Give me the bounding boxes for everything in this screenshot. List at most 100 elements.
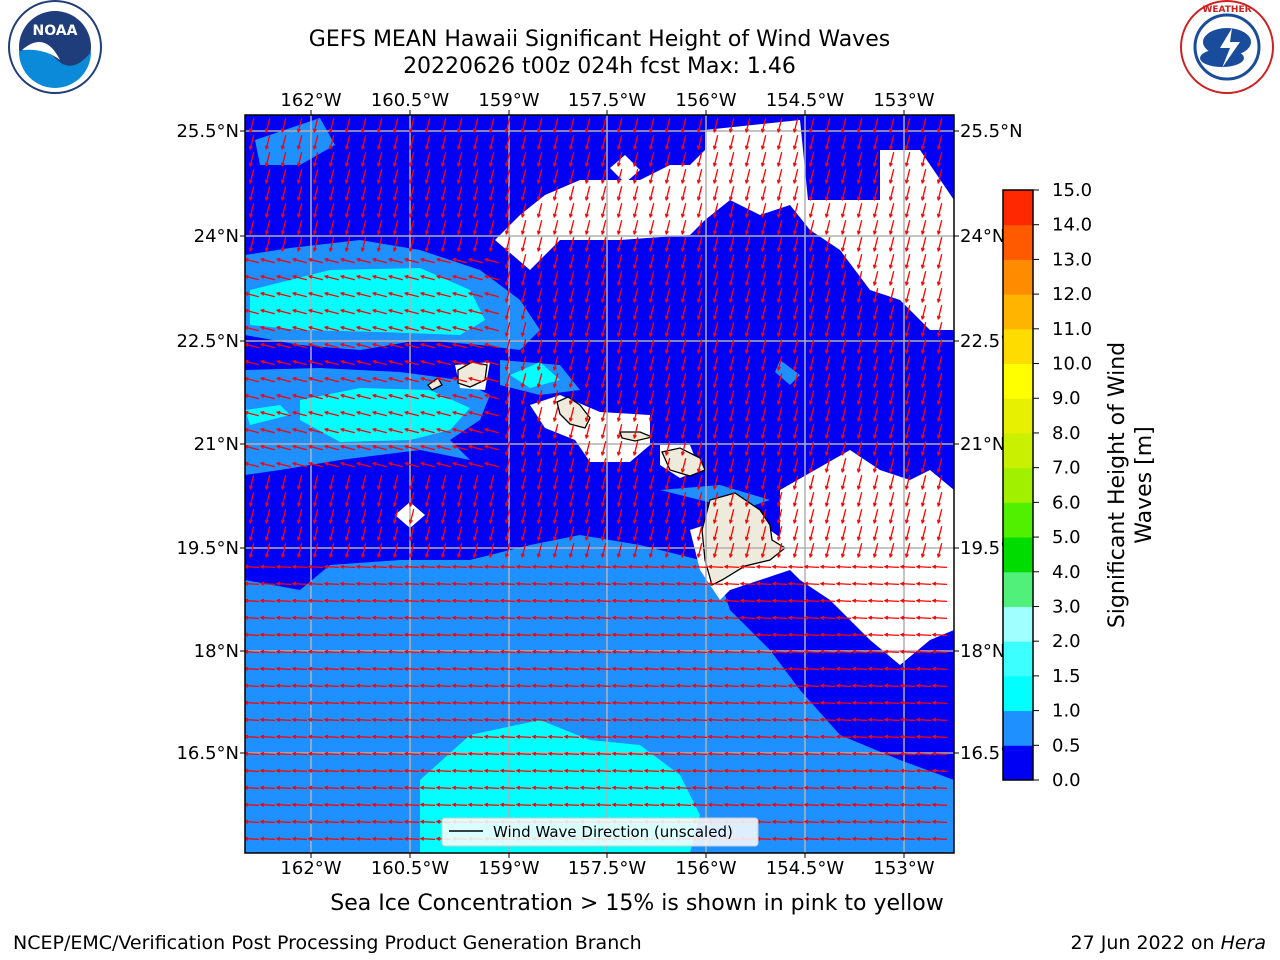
wave-arrow	[403, 325, 419, 332]
wave-arrow	[851, 734, 868, 739]
wave-arrow	[483, 615, 500, 620]
wave-arrow	[307, 564, 324, 569]
wave-arrow	[600, 458, 607, 474]
wave-arrow	[536, 169, 543, 185]
wave-arrow	[259, 751, 276, 756]
colorbar-segment	[1003, 398, 1033, 434]
wave-arrow	[552, 271, 559, 287]
wave-arrow	[835, 785, 852, 790]
wave-arrow	[931, 717, 948, 722]
wave-arrow	[808, 458, 815, 474]
wave-arrow	[259, 410, 275, 417]
wave-arrow	[355, 598, 372, 603]
wave-arrow	[600, 271, 607, 287]
wave-arrow	[787, 615, 804, 620]
wave-arrow	[643, 802, 660, 807]
wave-arrow	[888, 509, 895, 525]
wave-arrow	[616, 526, 623, 542]
wave-arrow	[723, 649, 740, 654]
wave-arrow	[803, 632, 820, 637]
wave-arrow	[808, 390, 815, 406]
wave-arrow	[739, 581, 756, 586]
wave-arrow	[920, 509, 927, 525]
wave-arrow	[451, 393, 467, 400]
wave-arrow	[339, 444, 355, 451]
wave-arrow	[744, 441, 751, 457]
wave-arrow	[499, 615, 516, 620]
wave-arrow	[536, 543, 543, 559]
wave-arrow	[627, 683, 644, 688]
wave-arrow	[488, 543, 495, 559]
wave-arrow	[739, 564, 756, 569]
wave-arrow	[456, 237, 463, 253]
lon-label-bottom: 153°W	[873, 858, 934, 879]
wave-arrow	[547, 632, 564, 637]
wave-arrow	[552, 475, 559, 491]
wave-arrow	[467, 785, 484, 790]
wave-arrow	[371, 598, 388, 603]
wave-arrow	[568, 305, 575, 321]
wave-arrow	[403, 615, 420, 620]
wave-arrow	[808, 441, 815, 457]
wave-arrow	[264, 152, 271, 168]
wave-arrow	[403, 819, 420, 824]
wave-arrow	[739, 615, 756, 620]
wave-arrow	[883, 802, 900, 807]
wave-arrow	[744, 203, 751, 219]
wave-arrow	[824, 186, 831, 202]
wave-arrow	[291, 700, 308, 705]
wave-arrow	[803, 564, 820, 569]
wave-arrow	[648, 152, 655, 168]
wave-arrow	[387, 751, 404, 756]
wave-arrow	[419, 564, 436, 569]
wave-arrow	[355, 564, 372, 569]
wave-arrow	[872, 169, 879, 185]
wave-arrow	[568, 237, 575, 253]
wave-arrow	[883, 836, 900, 841]
wave-arrow	[296, 237, 303, 253]
wave-arrow	[552, 339, 559, 355]
wave-arrow	[451, 410, 467, 417]
wave-arrow	[264, 203, 271, 219]
wave-arrow	[824, 407, 831, 423]
wave-arrow	[360, 186, 367, 202]
wave-arrow	[488, 475, 495, 491]
wave-arrow	[792, 186, 799, 202]
wave-arrow	[600, 356, 607, 372]
wave-arrow	[584, 203, 591, 219]
wave-arrow	[936, 271, 943, 287]
wave-arrow	[904, 509, 911, 525]
wave-arrow	[483, 768, 500, 773]
wave-arrow	[808, 186, 815, 202]
wave-arrow	[307, 785, 324, 790]
wave-arrow	[835, 581, 852, 586]
lon-label-bottom: 162°W	[280, 858, 341, 879]
wave-arrow	[760, 152, 767, 168]
wave-arrow	[899, 632, 916, 637]
wave-arrow	[563, 666, 580, 671]
map-title: GEFS MEAN Hawaii Significant Height of W…	[308, 27, 891, 52]
wave-arrow	[323, 581, 340, 586]
wave-arrow	[344, 135, 351, 151]
wave-arrow	[648, 407, 655, 423]
wave-arrow	[344, 203, 351, 219]
wave-arrow	[600, 169, 607, 185]
colorbar-segment	[1003, 190, 1033, 226]
wave-arrow	[904, 339, 911, 355]
wave-arrow	[840, 288, 847, 304]
wave-arrow	[403, 717, 420, 722]
colorbar-segment	[1003, 571, 1033, 607]
wave-arrow	[792, 458, 799, 474]
wave-arrow	[467, 768, 484, 773]
wave-arrow	[755, 700, 772, 705]
wave-arrow	[803, 581, 820, 586]
wave-arrow	[259, 717, 276, 722]
wave-arrow	[915, 802, 932, 807]
wave-arrow	[520, 152, 527, 168]
wave-arrow	[435, 734, 452, 739]
wave-arrow	[291, 308, 307, 315]
wave-arrow	[467, 308, 483, 315]
wave-arrow	[648, 254, 655, 270]
wave-arrow	[915, 751, 932, 756]
wave-arrow	[515, 768, 532, 773]
